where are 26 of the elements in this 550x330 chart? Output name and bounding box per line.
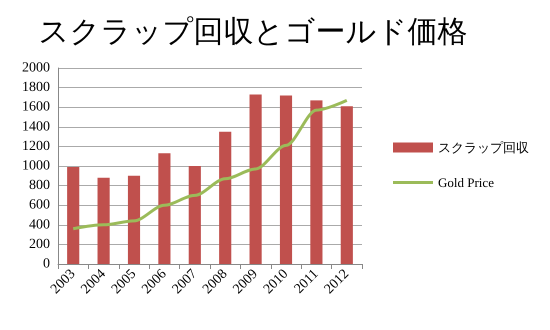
- chart-title: スクラップ回収とゴールド価格: [38, 16, 468, 48]
- y-tick-label: 1800: [22, 80, 50, 96]
- bar: [250, 94, 262, 264]
- y-tick-label: 200: [29, 236, 50, 252]
- x-tick-label: 2011: [292, 266, 322, 297]
- bar: [67, 166, 80, 264]
- y-tick-label: 1600: [22, 100, 50, 115]
- y-tick-label: 0: [43, 256, 50, 272]
- y-tick-label: 1200: [22, 138, 50, 154]
- bar: [340, 106, 353, 264]
- y-tick-label: 800: [29, 178, 50, 194]
- y-tick-label: 1000: [22, 158, 50, 174]
- y-tick-label: 2000: [22, 60, 50, 76]
- bar: [128, 176, 140, 264]
- y-tick-label: 1400: [22, 119, 50, 134]
- legend-label: スクラップ回収: [438, 140, 529, 155]
- bar: [310, 100, 322, 264]
- bar: [188, 166, 201, 264]
- legend-label: Gold Price: [438, 175, 494, 190]
- y-tick-label: 400: [29, 217, 50, 232]
- line-series: [72, 98, 348, 230]
- bar: [158, 153, 170, 264]
- bar: [98, 178, 110, 264]
- bar: [280, 95, 292, 264]
- y-tick-label: 600: [29, 198, 50, 213]
- bar: [219, 132, 232, 264]
